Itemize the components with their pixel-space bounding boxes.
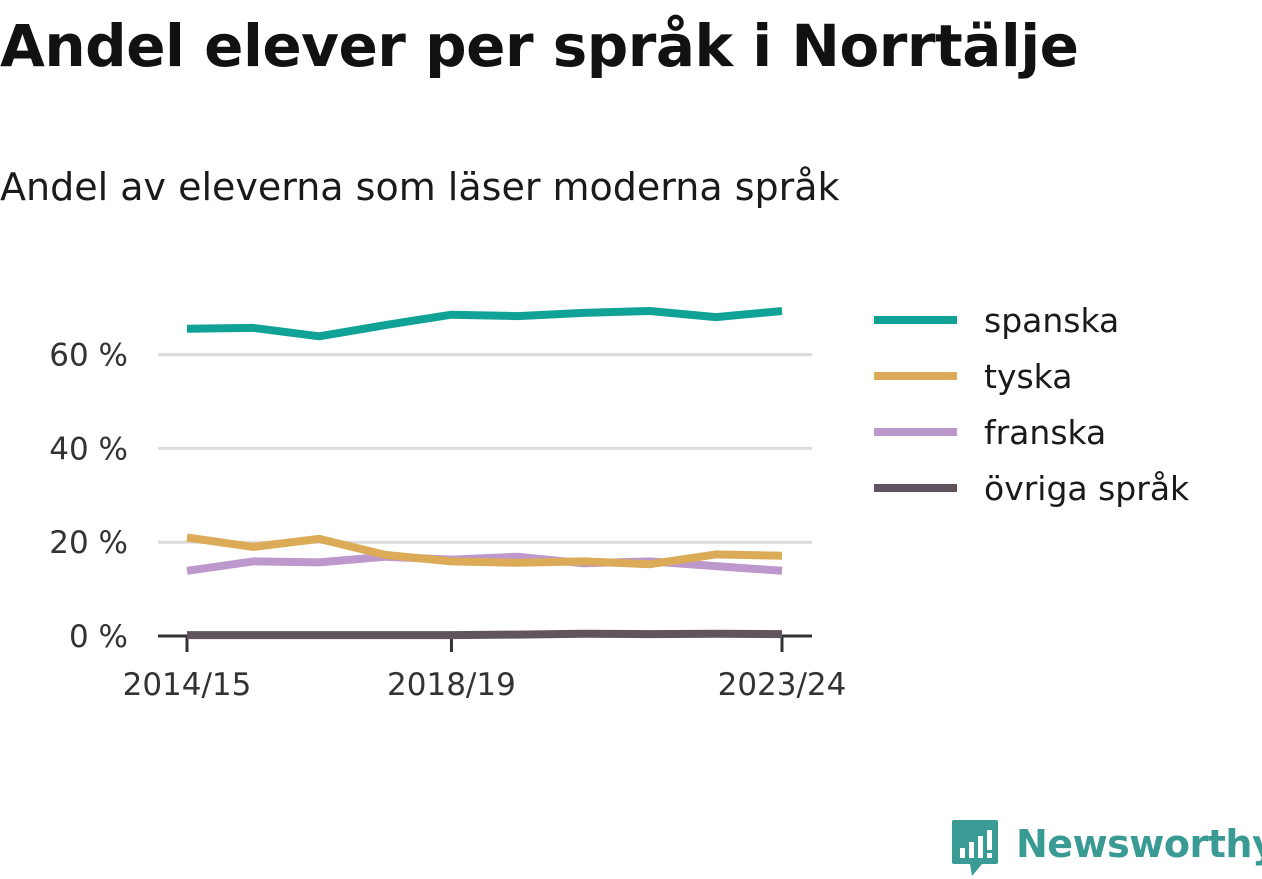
x-tick-label: 2018/19 — [387, 667, 516, 703]
y-tick-label: 20 % — [49, 525, 128, 561]
legend-label: franska — [984, 413, 1106, 452]
newsworthy-logo: Newsworthy — [950, 818, 1262, 878]
x-tick-label: 2014/15 — [123, 667, 252, 703]
axes: 0 % 20 % 40 % 60 % 2014/15 2018/19 2023/24 — [49, 338, 846, 703]
legend: spanska tyska franska övriga språk — [874, 301, 1190, 508]
series-line-spanska — [186, 307, 783, 341]
y-tick-label: 0 % — [69, 619, 128, 655]
series-line-tyska — [186, 533, 783, 569]
gridlines — [158, 353, 812, 544]
y-tick-label: 60 % — [49, 338, 128, 374]
chart-title: Andel elever per språk i Norrtälje — [0, 12, 1079, 80]
brand-name: Newsworthy — [1016, 822, 1262, 866]
x-tick-label: 2023/24 — [718, 667, 847, 703]
chart-subtitle: Andel av eleverna som läser moderna språ… — [0, 165, 840, 209]
legend-label: spanska — [984, 301, 1119, 340]
legend-label: tyska — [984, 357, 1072, 396]
series-line-övriga-språk — [187, 629, 783, 640]
bar-chart-speech-bubble-icon — [952, 820, 998, 876]
legend-label: övriga språk — [984, 469, 1190, 508]
data-series — [186, 307, 783, 640]
y-tick-label: 40 % — [49, 431, 128, 467]
